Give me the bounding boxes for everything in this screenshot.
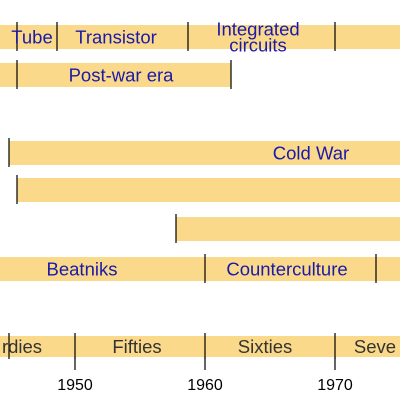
row-bar: [0, 25, 400, 49]
segment-label: Tube: [11, 27, 52, 48]
row-bar: [0, 336, 400, 357]
timeline-axis: 1950 1960 1970: [57, 357, 353, 394]
row-bar: [176, 217, 400, 241]
row-bar: [17, 178, 400, 202]
segment-label-line: Beatniks: [47, 259, 118, 280]
row-bar: [9, 141, 400, 165]
segment-label-line: Sixties: [238, 336, 293, 357]
segment-label: Cold War: [273, 143, 349, 164]
axis-tick-label: 1970: [317, 377, 353, 394]
segment-label-line: Integrated: [216, 19, 299, 40]
segment-label-line: Transistor: [75, 27, 157, 48]
segment-label: Post-war era: [69, 65, 175, 86]
row-bar: [0, 257, 400, 281]
segment-label-line: Fifties: [112, 336, 161, 357]
segment-label: Counterculture: [226, 259, 347, 280]
row-band-4: [16, 175, 400, 204]
segment-label: Beatniks: [47, 259, 118, 280]
segment-label: rdies: [2, 336, 42, 357]
row-cold-war: Cold War: [8, 138, 400, 167]
row-culture: Beatniks Counterculture: [0, 254, 400, 283]
row-technology: Tube Transistor Integrated circuits: [0, 19, 400, 56]
segment-label-line: circuits: [229, 35, 287, 56]
segment-label-line: Counterculture: [226, 259, 347, 280]
segment-label-line: Tube: [11, 27, 52, 48]
segment-label-line: Seve: [354, 336, 396, 357]
row-bar: [0, 63, 231, 87]
segment-label-line: Cold War: [273, 143, 349, 164]
segment-label: Transistor: [75, 27, 157, 48]
segment-label-line: Post-war era: [69, 65, 175, 86]
segment-label-line: rdies: [2, 336, 42, 357]
row-decades: rdies Fifties Sixties Seve: [0, 333, 400, 359]
row-band-5: [175, 214, 400, 243]
segment-label: Sixties: [238, 336, 293, 357]
timeline-rows: Tube Transistor Integrated circuits Post-war…: [0, 19, 400, 359]
segment-label: Integrated circuits: [216, 19, 299, 56]
row-era: Post-war era: [0, 60, 232, 89]
segment-label: Fifties: [112, 336, 161, 357]
axis-tick-label: 1960: [187, 377, 223, 394]
axis-tick-label: 1950: [57, 377, 93, 394]
segment-label: Seve: [354, 336, 396, 357]
